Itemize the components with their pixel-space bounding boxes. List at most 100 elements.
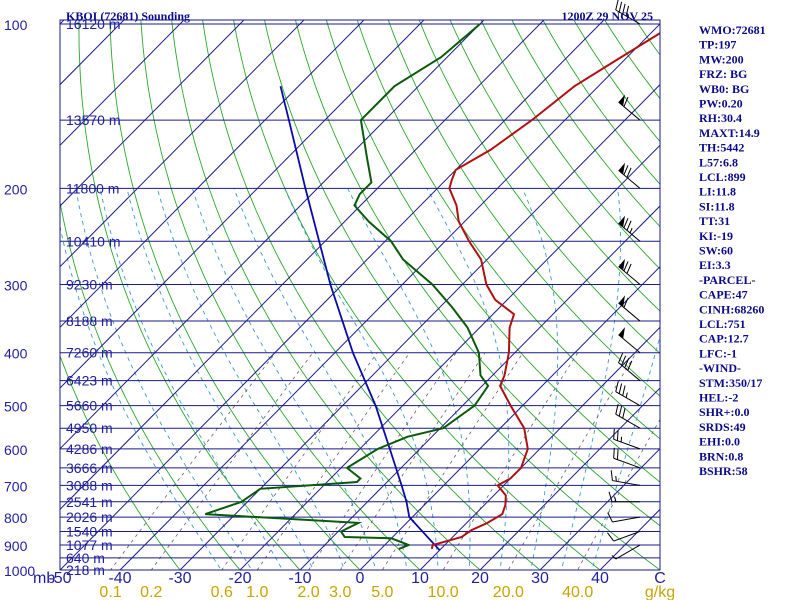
moist-adiabat bbox=[591, 334, 660, 570]
moist-adiabat bbox=[60, 224, 222, 570]
wind-barb-full bbox=[607, 512, 613, 523]
height-label: 3088 m bbox=[66, 477, 113, 493]
wind-barb-full bbox=[608, 491, 613, 502]
dry-adiabat bbox=[418, 20, 660, 355]
dry-adiabat bbox=[325, 20, 660, 483]
sounding-time: 1200Z 29 NOV 25 bbox=[562, 9, 653, 23]
index-line: L57:6.8 bbox=[699, 155, 738, 169]
index-line: TT:31 bbox=[699, 214, 730, 228]
height-label: 5660 m bbox=[66, 398, 113, 414]
isotherm bbox=[60, 20, 185, 147]
temperature-tick-label: -30 bbox=[168, 570, 191, 587]
dry-adiabat bbox=[264, 20, 660, 570]
wind-barb-full bbox=[624, 358, 630, 368]
height-label: 13570 m bbox=[66, 112, 120, 128]
wind-barb-staff bbox=[613, 530, 641, 542]
index-line: EHI:0.0 bbox=[699, 435, 740, 449]
wind-barb bbox=[615, 0, 641, 25]
mixing-ratio-label: 10.0 bbox=[428, 584, 459, 600]
wind-barbs bbox=[607, 0, 641, 560]
temperature-tick-label: 10 bbox=[411, 570, 429, 587]
wind-barb bbox=[607, 530, 641, 542]
wind-barb-full bbox=[615, 403, 619, 415]
temperature-tick-label: 20 bbox=[471, 570, 489, 587]
height-label: 16120 m bbox=[66, 16, 120, 32]
index-line: KI:-19 bbox=[699, 229, 733, 243]
index-line: EI:3.3 bbox=[699, 258, 731, 272]
wind-barb-full bbox=[616, 430, 619, 441]
height-label: 640 m bbox=[66, 550, 105, 566]
temperature-tick-label: -10 bbox=[288, 570, 311, 587]
isotherm bbox=[60, 20, 245, 207]
station-title: KBOI (72681) Sounding bbox=[66, 9, 190, 23]
wind-barb-full bbox=[621, 355, 627, 366]
wind-barb-full bbox=[615, 381, 619, 392]
wind-barb bbox=[610, 470, 641, 486]
pressure-tick-label: 700 bbox=[4, 478, 28, 494]
dry-adiabat bbox=[140, 20, 421, 570]
temperature-tick-label: -40 bbox=[108, 570, 131, 587]
isotherm bbox=[60, 20, 425, 389]
wind-barb-flag bbox=[618, 258, 625, 271]
index-line: HEL:-2 bbox=[699, 391, 738, 405]
index-line: LFC:-1 bbox=[699, 346, 737, 360]
wind-barb-full bbox=[615, 0, 619, 11]
mixing-ratio-line bbox=[339, 352, 486, 570]
temperature-tick-label: 0 bbox=[356, 570, 365, 587]
wind-barb-half bbox=[629, 227, 633, 234]
pressure-unit-label: mb bbox=[33, 570, 55, 587]
wind-barb-full bbox=[607, 532, 615, 542]
height-label: 1077 m bbox=[66, 537, 113, 553]
dry-adiabat bbox=[109, 20, 361, 570]
dewpoint-trace bbox=[204, 23, 490, 550]
wind-barb-half bbox=[611, 555, 617, 560]
mixing-ratio-line bbox=[577, 418, 660, 570]
index-line: TH:5442 bbox=[699, 141, 744, 155]
wind-barb bbox=[611, 544, 641, 560]
mixing-ratio-label: 40.0 bbox=[562, 584, 593, 600]
parcel-trace bbox=[279, 85, 441, 551]
mixing-ratio-label: 0.6 bbox=[211, 584, 233, 600]
pressure-tick-label: 200 bbox=[4, 181, 28, 197]
temperature-trace bbox=[430, 32, 660, 550]
dry-adiabat bbox=[480, 20, 660, 270]
pressure-tick-label: 1000 bbox=[4, 563, 35, 579]
mixing-ratio-line bbox=[221, 352, 378, 570]
index-line: WMO:72681 bbox=[699, 23, 766, 37]
pressure-tick-label: 600 bbox=[4, 442, 28, 458]
index-line: CAPE:47 bbox=[699, 288, 748, 302]
height-label: 9230 m bbox=[66, 277, 113, 293]
height-label: 2026 m bbox=[66, 509, 113, 525]
wind-barb-half bbox=[625, 392, 628, 398]
index-line: CAP:12.7 bbox=[699, 332, 749, 346]
index-line: LCL:899 bbox=[699, 170, 746, 184]
mixing-ratio-label: 1.0 bbox=[246, 584, 268, 600]
mixing-ratio-label: 20.0 bbox=[493, 584, 524, 600]
dry-adiabat bbox=[387, 20, 660, 397]
wind-barb-full bbox=[623, 217, 629, 228]
wind-barb bbox=[615, 381, 641, 407]
wind-barb-full bbox=[610, 470, 613, 481]
moist-adiabat bbox=[191, 188, 377, 570]
moist-adiabat bbox=[99, 188, 283, 570]
isotherm bbox=[419, 326, 660, 570]
wind-barb-flag bbox=[618, 327, 625, 339]
wind-barb bbox=[618, 94, 641, 121]
wind-barb-full bbox=[622, 3, 626, 15]
temperature-unit-label: C bbox=[654, 570, 666, 587]
isotherm bbox=[359, 265, 660, 570]
wind-barb-full bbox=[623, 261, 629, 272]
isotherm bbox=[60, 20, 365, 329]
isotherm bbox=[60, 20, 305, 268]
mixing-ratio-line bbox=[256, 352, 410, 570]
wind-barb bbox=[618, 215, 641, 242]
index-line: LCL:751 bbox=[699, 317, 746, 331]
dry-adiabat bbox=[233, 20, 601, 570]
wind-barb bbox=[618, 295, 641, 322]
pressure-tick-label: 100 bbox=[4, 17, 28, 33]
temperature-tick-label: 30 bbox=[531, 570, 549, 587]
moist-adiabat bbox=[347, 188, 471, 570]
height-label: 3666 m bbox=[66, 460, 113, 476]
wind-barb bbox=[613, 447, 641, 469]
moist-adiabat bbox=[126, 188, 314, 570]
